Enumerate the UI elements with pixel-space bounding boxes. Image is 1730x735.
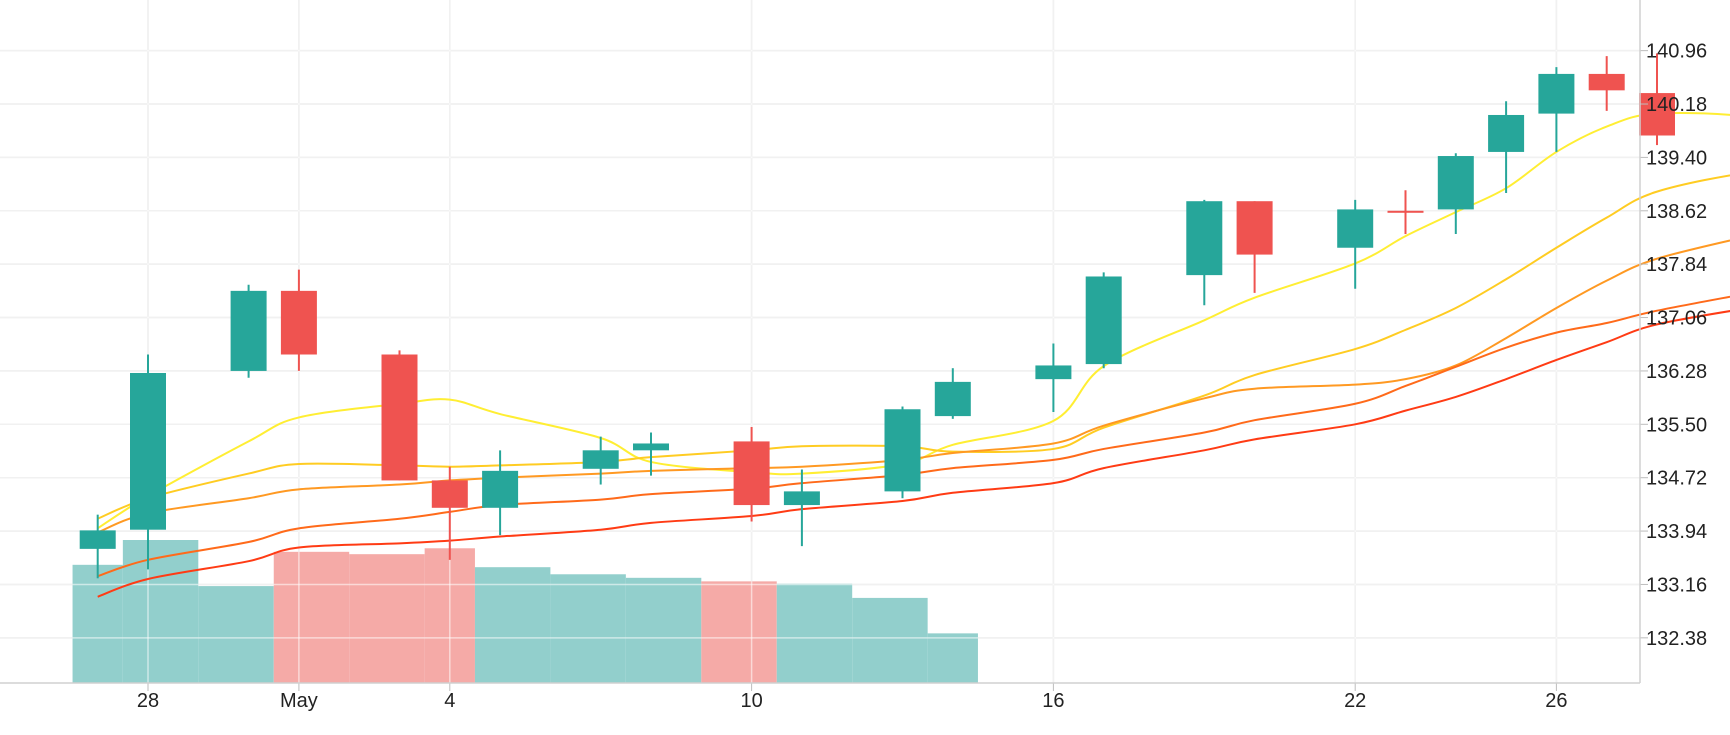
y-axis-tick-label: 139.40 [1646, 147, 1707, 169]
volume-bar [927, 633, 978, 683]
candle-body [1337, 209, 1374, 248]
candle [1035, 343, 1072, 412]
candle-body [1186, 201, 1223, 276]
candle-body [1588, 73, 1625, 91]
x-axis-tick-label: 4 [444, 690, 455, 712]
x-axis-tick-label: May [280, 690, 318, 712]
candle-body [733, 441, 770, 506]
volume-bar [349, 554, 425, 683]
candle-body [482, 470, 519, 508]
candle-body [934, 381, 971, 417]
candle [1387, 190, 1424, 235]
candle-body [431, 480, 468, 508]
x-axis-tick-label: 28 [137, 690, 159, 712]
candle-body [633, 443, 669, 451]
candle-body [1387, 210, 1424, 213]
candle [1488, 101, 1525, 193]
candle [1186, 199, 1223, 306]
volume-bar [474, 567, 551, 683]
candle-body [1035, 365, 1072, 380]
candle-body [130, 372, 166, 530]
candle [79, 514, 116, 579]
y-axis-tick-label: 137.84 [1646, 254, 1707, 276]
moving-average-line-1 [97, 111, 1730, 530]
candle-body [1236, 201, 1273, 255]
candle [1236, 201, 1273, 293]
candle-body [582, 450, 619, 469]
volume-bar [625, 577, 702, 683]
y-axis-tick-label: 140.96 [1646, 41, 1707, 63]
axis-layer: 140.96 140.18 139.40 138.62 137.84 137.06 136.… [0, 0, 1707, 712]
candle-body [1085, 276, 1122, 365]
candle-body [1639, 93, 1675, 136]
moving-average-line-4 [97, 295, 1730, 578]
candle [633, 432, 669, 476]
candle [1588, 56, 1625, 111]
y-axis-tick-label: 137.06 [1646, 308, 1707, 330]
candle-layer [79, 53, 1675, 579]
candle [783, 469, 820, 547]
candle-body [280, 290, 317, 355]
candle-body [1437, 156, 1474, 210]
volume-bar [273, 551, 350, 683]
moving-average-layer [97, 111, 1730, 598]
candle-body [1488, 114, 1525, 152]
moving-average-line-5 [97, 310, 1730, 598]
volume-bar [122, 540, 199, 683]
x-axis-tick-label: 26 [1545, 690, 1567, 712]
y-axis-tick-label: 135.50 [1646, 414, 1707, 436]
candle [482, 450, 519, 536]
candle [733, 427, 770, 522]
y-axis-tick-label: 140.18 [1646, 94, 1707, 116]
volume-layer [72, 540, 978, 683]
candle-body [884, 409, 921, 492]
candle-body [230, 290, 267, 371]
y-axis-tick-label: 134.72 [1646, 468, 1707, 490]
candle [582, 436, 619, 485]
y-axis-tick-label: 138.62 [1646, 201, 1707, 223]
volume-bar [701, 581, 777, 683]
candle [1337, 199, 1374, 289]
y-axis-tick-label: 132.38 [1646, 628, 1707, 650]
candle [280, 269, 317, 371]
candle-body [1538, 73, 1575, 114]
candle [1437, 153, 1474, 235]
volume-bar [550, 574, 626, 683]
volume-bar [72, 564, 123, 683]
y-axis-tick-label: 133.16 [1646, 574, 1707, 596]
candle [884, 406, 921, 499]
x-axis-tick-label: 22 [1344, 690, 1366, 712]
candle-body [381, 354, 418, 481]
candle [1085, 272, 1122, 369]
candle [431, 466, 468, 560]
x-axis-tick-label: 10 [740, 690, 762, 712]
candle [934, 368, 971, 419]
candle [1538, 67, 1575, 152]
volume-bar [852, 597, 928, 683]
candle-body [783, 491, 820, 506]
candle-body [79, 530, 116, 549]
volume-bar [198, 586, 274, 683]
volume-bar [776, 583, 853, 683]
y-axis-tick-label: 136.28 [1646, 361, 1707, 383]
candle [130, 354, 166, 570]
candle [230, 284, 267, 378]
y-axis-tick-label: 133.94 [1646, 521, 1707, 543]
candle [381, 350, 418, 481]
x-axis-tick-label: 16 [1042, 690, 1064, 712]
candle [1639, 53, 1675, 146]
